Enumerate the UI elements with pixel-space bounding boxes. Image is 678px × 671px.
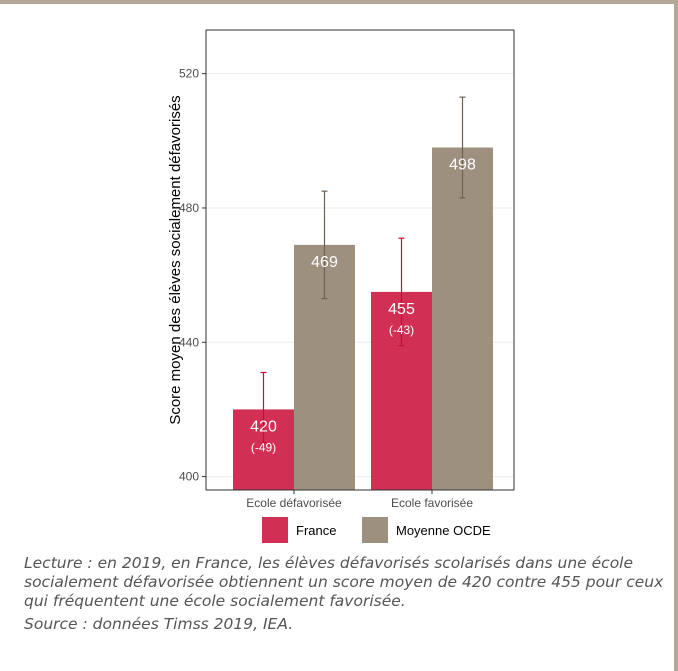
caption: Lecture : en 2019, en France, les élèves… — [24, 554, 664, 634]
bar-value-label: 469 — [311, 254, 338, 271]
caption-lecture: Lecture : en 2019, en France, les élèves… — [24, 554, 664, 610]
y-axis-label: Score moyen des élèves socialement défav… — [167, 95, 184, 424]
y-tick-label: 400 — [179, 470, 199, 484]
legend-swatch — [262, 517, 288, 543]
legend-swatch — [362, 517, 388, 543]
bar-labels: 420 (-49) 469 455 (-43) 498 — [250, 157, 476, 455]
x-tick-label: Ecole favorisée — [391, 496, 473, 510]
y-tick-label: 440 — [179, 335, 199, 349]
legend-label: Moyenne OCDE — [396, 523, 491, 538]
bar-sub-label: (-49) — [251, 440, 276, 454]
bar-value-label: 455 — [388, 301, 415, 318]
legend: France Moyenne OCDE — [262, 517, 491, 543]
bar-ocde-2 — [432, 147, 493, 490]
y-tick-label: 520 — [179, 67, 199, 81]
error-bars — [260, 96, 466, 444]
bar-value-label: 420 — [250, 418, 277, 435]
bar-value-label: 498 — [449, 157, 476, 174]
x-tick-label: Ecole défavorisée — [246, 496, 342, 510]
x-axis-ticks: Ecole défavorisée Ecole favorisée — [246, 490, 473, 510]
legend-label: France — [296, 523, 336, 538]
y-tick-label: 480 — [179, 201, 199, 215]
bar-sub-label: (-43) — [389, 323, 414, 337]
plot-panel-border — [205, 29, 515, 491]
y-axis-ticks: 400 440 480 520 — [179, 67, 206, 484]
caption-source: Source : données Timss 2019, IEA. — [24, 615, 294, 633]
bars — [233, 147, 493, 490]
bar-chart: 420 (-49) 469 455 (-43) 498 400 440 480 520 Ecol… — [167, 29, 515, 543]
